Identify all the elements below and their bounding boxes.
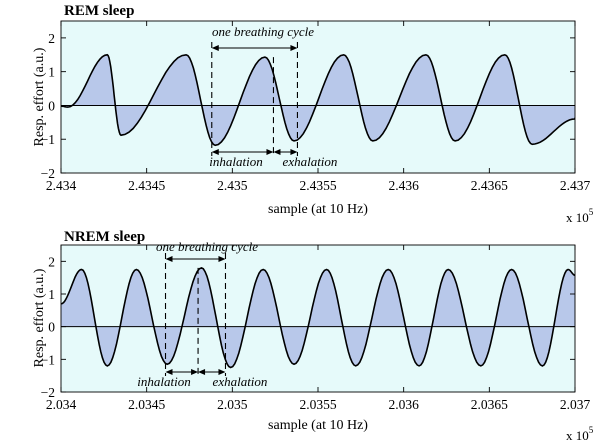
y-tick-label: 2: [48, 31, 55, 46]
rem-cycle-label: one breathing cycle: [212, 24, 314, 39]
signal-fill: [61, 267, 575, 368]
nrem-exhalation-label: exhalation: [213, 374, 268, 389]
nrem-panel-title: NREM sleep: [64, 229, 145, 245]
rem-panel: REM sleep one breathing cycle inhalation…: [32, 3, 594, 225]
y-tick-label: −1: [41, 352, 55, 367]
x-tick-label: 2.4355: [299, 178, 336, 193]
y-tick-label: 1: [48, 65, 55, 80]
rem-signal-area: [61, 53, 575, 147]
rem-exhalation-label: exhalation: [283, 154, 338, 169]
x-tick-label: 2.036: [388, 397, 419, 412]
exhalation-arrow-head-left: [198, 369, 206, 375]
exhalation-arrow-head-left: [273, 149, 281, 155]
rem-inhalation-label: inhalation: [209, 154, 262, 169]
rem-x-axis-label: sample (at 10 Hz): [268, 202, 368, 217]
rem-panel-title: REM sleep: [64, 3, 134, 19]
cycle-arrow-head-right: [218, 256, 226, 262]
nrem-x-multiplier-base: x 10: [566, 428, 589, 443]
x-tick-label: 2.4345: [128, 178, 165, 193]
inhalation-arrow-head-right: [191, 369, 199, 375]
nrem-signal-area: [61, 267, 575, 369]
y-tick-label: 2: [48, 254, 55, 269]
signal-line: [61, 53, 575, 147]
cycle-arrow-head-right: [290, 45, 298, 51]
x-tick-label: 2.435: [217, 178, 248, 193]
x-tick-label: 2.0355: [299, 397, 336, 412]
rem-x-multiplier-exp: 5: [589, 207, 594, 217]
cycle-arrow-head-left: [165, 256, 173, 262]
y-tick-label: 0: [48, 98, 55, 113]
inhalation-arrow-head-left: [165, 369, 173, 375]
nrem-x-multiplier-exp: 5: [589, 425, 594, 435]
x-tick-label: 2.0365: [471, 397, 508, 412]
nrem-inhalation-label: inhalation: [137, 374, 190, 389]
exhalation-arrow-head-right: [290, 149, 298, 155]
signal-line: [61, 267, 575, 369]
x-tick-label: 2.0345: [128, 397, 165, 412]
x-tick-label: 2.434: [46, 178, 77, 193]
nrem-panel: NREM sleep one breathing cycle inhalatio…: [32, 229, 594, 443]
x-tick-label: 2.437: [560, 178, 591, 193]
x-tick-label: 2.037: [560, 397, 591, 412]
rem-y-axis-label: Resp. effort (a.u.): [32, 47, 47, 146]
y-tick-label: −2: [41, 385, 55, 400]
x-tick-label: 2.034: [46, 397, 77, 412]
nrem-axis-ticks: 2.034 2.0345 2.035 2.0355 2.036 2.0365 2.037 −2…: [41, 245, 591, 412]
y-tick-label: 0: [48, 320, 55, 335]
nrem-x-multiplier: x 105: [566, 425, 594, 443]
nrem-cycle-label: one breathing cycle: [156, 239, 258, 254]
y-tick-label: 1: [48, 287, 55, 302]
y-tick-label: −1: [41, 132, 55, 147]
exhalation-arrow-head-right: [218, 369, 226, 375]
rem-axis-ticks: 2.434 2.4345 2.435 2.4355 2.436 2.4365 2.437 −2…: [41, 21, 591, 193]
x-tick-label: 2.436: [388, 178, 419, 193]
x-tick-label: 2.4365: [471, 178, 508, 193]
y-tick-label: −2: [41, 166, 55, 181]
nrem-x-axis-label: sample (at 10 Hz): [268, 418, 368, 433]
rem-x-multiplier-base: x 10: [566, 210, 589, 225]
inhalation-arrow-head-left: [211, 149, 219, 155]
cycle-arrow-head-left: [211, 45, 219, 51]
inhalation-arrow-head-right: [266, 149, 274, 155]
rem-annotations: one breathing cycle inhalation exhalatio…: [209, 24, 337, 169]
nrem-y-axis-label: Resp. effort (a.u.): [32, 268, 47, 367]
rem-x-multiplier: x 105: [566, 207, 594, 225]
x-tick-label: 2.035: [217, 397, 248, 412]
nrem-annotations: one breathing cycle inhalation exhalatio…: [137, 239, 267, 389]
